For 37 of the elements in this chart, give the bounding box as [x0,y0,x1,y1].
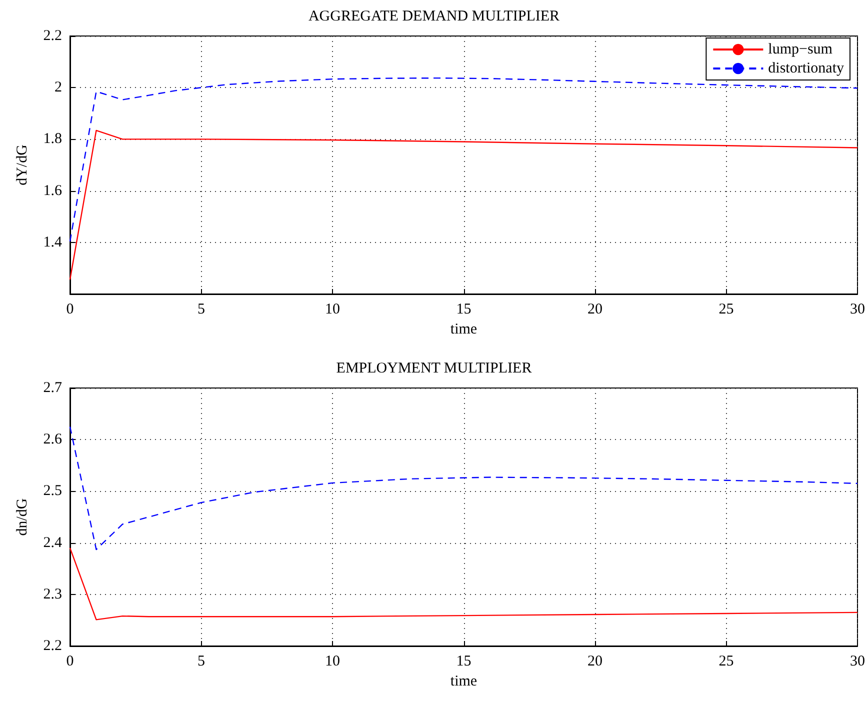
y-tick-label: 1.6 [43,182,62,199]
y-axis-title: dY/dG [14,144,30,186]
x-tick-label: 10 [325,654,340,670]
x-tick-label: 15 [456,302,472,318]
y-tick-label: 2.5 [43,483,62,500]
y-tick-label: 2.6 [43,432,62,448]
y-tick-label: 2.2 [43,28,62,44]
line-series [69,426,858,550]
x-tick-label: 5 [198,654,205,670]
x-tick-label: 20 [588,654,602,670]
y-tick-label: 2.2 [43,638,62,654]
line-series [69,547,858,620]
x-tick-label: 5 [198,302,205,318]
x-tick-label: 25 [718,302,734,318]
line-series [69,130,858,280]
chart-title: AGGREGATE DEMAND MULTIPLIER [308,8,560,24]
y-tick-label: 1.4 [43,234,62,250]
x-axis-title: time [450,674,478,690]
x-tick-label: 25 [718,654,734,670]
y-tick-label: 2.4 [43,534,62,551]
x-tick-label: 30 [850,654,865,670]
y-tick-label: 2.7 [43,380,62,396]
y-tick-label: 2.3 [43,586,62,602]
line-series [69,77,858,242]
y-axis-title: dn/dG [14,498,30,536]
x-tick-label: 15 [456,654,472,670]
y-tick-label: 1.8 [43,131,62,148]
x-tick-label: 0 [66,654,74,670]
x-tick-label: 0 [66,302,74,318]
x-axis-title: time [450,322,478,338]
legend-label: distortionaty [768,60,844,76]
legend-label: lump−sum [768,42,833,58]
x-tick-label: 30 [850,302,865,318]
x-tick-label: 10 [325,302,340,318]
x-tick-label: 20 [588,302,602,318]
y-tick-label: 2 [54,80,62,96]
chart-title: EMPLOYMENT MULTIPLIER [336,360,532,376]
